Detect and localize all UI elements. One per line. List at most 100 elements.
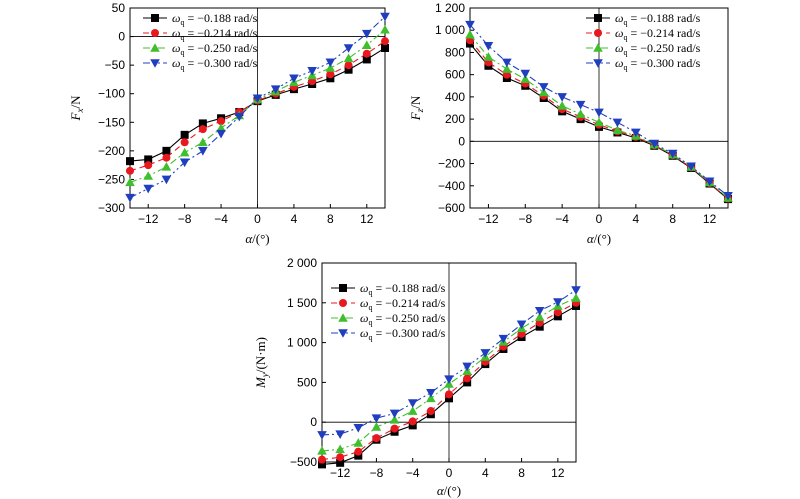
- legend-marker: [594, 14, 602, 22]
- legend-marker: [339, 299, 347, 307]
- data-point-series-4: [270, 85, 281, 94]
- legend-label: ωq = −0.214 rad/s: [172, 26, 258, 42]
- data-point-series-4: [179, 158, 190, 168]
- data-point-series-4: [520, 69, 531, 79]
- data-point-series-4: [462, 362, 472, 372]
- x-tick-label: 12: [551, 466, 565, 480]
- data-point-series-3: [361, 40, 372, 49]
- data-point-series-4: [534, 306, 545, 316]
- data-point-series-2: [553, 308, 562, 317]
- x-tick-label: −12: [330, 466, 351, 480]
- chart-panel-my: −12 −8 −4 0 4 8 12 −500 0 500 1 000 1 500 2 000 α/(°)…: [253, 256, 581, 498]
- data-point-series-2: [362, 49, 371, 58]
- y-tick-label: −500: [290, 455, 317, 469]
- y-tick-label: −200: [98, 144, 125, 158]
- x-tick-label: 8: [669, 212, 676, 226]
- data-point-series-4: [289, 74, 299, 84]
- data-point-series-1: [144, 155, 153, 164]
- y-tick-label: −250: [98, 172, 125, 186]
- y-tick-label: 200: [445, 112, 465, 126]
- x-axis-label: α/(°): [245, 231, 269, 246]
- x-tick-label: −4: [555, 212, 569, 226]
- legend-label: ωq = −0.188 rad/s: [172, 11, 258, 27]
- data-point-series-2: [180, 138, 189, 147]
- y-tick-label: −100: [98, 87, 125, 101]
- data-point-series-4: [343, 44, 354, 53]
- legend-label: ωq = −0.250 rad/s: [172, 41, 258, 57]
- legend-label: ωq = −0.188 rad/s: [615, 11, 701, 27]
- x-tick-label: 0: [446, 466, 453, 480]
- data-point-series-3: [353, 438, 364, 447]
- legend-marker: [593, 43, 603, 52]
- x-axis-label: α/(°): [437, 483, 461, 498]
- y-axis-label: Fx/N: [68, 95, 85, 122]
- data-point-series-3: [389, 415, 400, 424]
- x-tick-label: 8: [518, 466, 525, 480]
- data-point-series-3: [465, 29, 475, 39]
- x-tick-label: −8: [518, 212, 532, 226]
- data-point-series-4: [361, 29, 372, 39]
- legend-label: ωq = −0.214 rad/s: [360, 296, 446, 312]
- data-point-series-4: [594, 108, 604, 118]
- data-point-series-2: [354, 447, 363, 456]
- legend-marker: [151, 29, 159, 37]
- data-point-series-4: [483, 41, 494, 51]
- legend-marker: [150, 59, 160, 68]
- x-tick-label: −8: [370, 466, 384, 480]
- data-point-series-4: [667, 149, 678, 159]
- x-tick-label: 0: [254, 212, 261, 226]
- data-point-series-4: [389, 409, 400, 419]
- y-tick-label: 1 000: [287, 336, 317, 350]
- y-tick-label: 400: [445, 90, 465, 104]
- data-point-series-1: [336, 458, 345, 467]
- data-point-series-2: [426, 407, 435, 416]
- data-point-series-4: [371, 414, 382, 424]
- data-point-series-4: [252, 94, 263, 104]
- y-tick-label: −50: [105, 58, 126, 72]
- legend-marker: [339, 284, 347, 292]
- data-point-series-3: [198, 137, 208, 147]
- data-point-series-1: [180, 130, 189, 139]
- data-point-series-2: [336, 453, 345, 462]
- data-point-series-4: [317, 431, 327, 440]
- legend-label: ωq = −0.188 rad/s: [360, 281, 446, 297]
- y-tick-label: 2 000: [287, 256, 317, 270]
- legend-label: ωq = −0.250 rad/s: [615, 41, 701, 57]
- data-point-series-1: [362, 55, 371, 64]
- data-point-series-2: [408, 417, 417, 426]
- y-tick-label: −600: [438, 201, 465, 215]
- chart-panel-fx: −12 −8 −4 0 4 8 12 −300 −250 −200 −150 −100 −50 0 50 α/…: [68, 1, 390, 246]
- data-point-series-4: [426, 388, 436, 398]
- data-point-series-2: [162, 153, 171, 162]
- data-point-series-4: [234, 112, 245, 122]
- data-point-series-4: [538, 83, 549, 92]
- data-point-series-2: [390, 424, 399, 433]
- data-point-series-2: [463, 374, 472, 383]
- legend-marker: [338, 329, 348, 338]
- legend-label: ωq = −0.300 rad/s: [360, 326, 446, 342]
- y-axis-label: My/(N·m): [253, 337, 270, 389]
- data-point-series-3: [317, 446, 327, 455]
- data-point-series-4: [125, 193, 135, 203]
- data-point-series-4: [571, 286, 581, 295]
- data-point-series-3: [594, 117, 604, 127]
- data-point-series-4: [498, 334, 509, 344]
- legend-marker: [594, 29, 602, 37]
- data-point-series-4: [380, 12, 390, 22]
- data-point-series-4: [465, 20, 475, 30]
- data-point-series-2: [217, 117, 226, 126]
- data-point-series-3: [538, 87, 549, 97]
- data-point-series-4: [161, 175, 172, 185]
- data-point-series-2: [344, 61, 353, 70]
- y-axis-label: Fz/N: [408, 95, 425, 121]
- x-tick-label: 12: [703, 212, 717, 226]
- x-tick-label: 4: [291, 212, 298, 226]
- data-point-series-3: [557, 100, 567, 110]
- data-point-series-4: [335, 430, 345, 439]
- data-point-series-4: [612, 118, 623, 128]
- legend-marker: [593, 59, 603, 68]
- y-tick-label: 1 000: [435, 23, 465, 37]
- data-point-series-4: [575, 100, 586, 110]
- data-point-series-4: [553, 298, 563, 307]
